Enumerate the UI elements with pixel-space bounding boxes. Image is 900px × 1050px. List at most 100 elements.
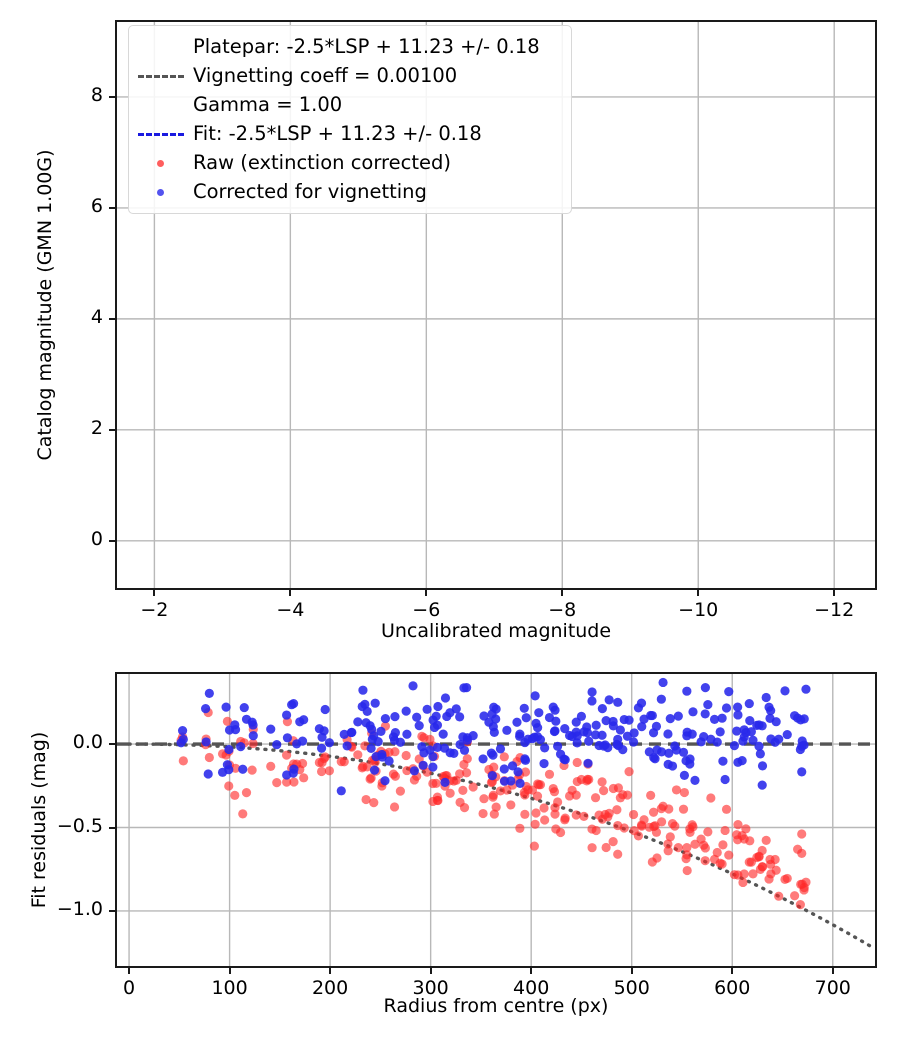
bottom-data-point-corrected bbox=[706, 734, 716, 744]
bottom-data-point-raw bbox=[754, 851, 764, 861]
bottom-data-point-raw bbox=[357, 763, 367, 773]
bottom-data-point-corrected bbox=[636, 698, 647, 708]
bottom-data-point-raw bbox=[679, 787, 690, 798]
bottom-data-point-corrected bbox=[724, 687, 734, 697]
bottom-x-tickmark bbox=[429, 968, 432, 974]
bottom-data-point-raw bbox=[455, 769, 465, 779]
bottom-data-point-corrected bbox=[663, 729, 673, 739]
bottom-data-point-corrected bbox=[603, 743, 613, 753]
bottom-data-point-corrected bbox=[615, 725, 625, 735]
bottom-data-point-raw bbox=[670, 821, 680, 831]
bottom-data-point-raw bbox=[671, 785, 682, 795]
bottom-data-point-corrected bbox=[390, 712, 400, 722]
bottom-data-point-corrected bbox=[529, 732, 539, 742]
bottom-data-point-raw bbox=[520, 790, 530, 800]
bottom-data-point-corrected bbox=[239, 702, 249, 713]
bottom-data-point-corrected bbox=[515, 778, 525, 789]
bottom-data-point-corrected bbox=[755, 749, 765, 759]
bottom-data-point-corrected bbox=[597, 704, 607, 714]
bottom-data-point-corrected bbox=[177, 726, 188, 736]
bottom-data-point-corrected bbox=[440, 777, 450, 787]
bottom-data-point-corrected bbox=[412, 712, 422, 722]
bottom-data-point-corrected bbox=[658, 677, 668, 688]
bottom-data-point-corrected bbox=[366, 743, 376, 753]
top-x-tick-label: −6 bbox=[412, 599, 441, 621]
bottom-data-point-corrected bbox=[766, 706, 776, 716]
bottom-data-point-corrected bbox=[395, 737, 405, 747]
bottom-data-point-corrected bbox=[544, 712, 555, 723]
bottom-data-point-raw bbox=[204, 752, 214, 763]
bottom-data-point-raw bbox=[488, 790, 498, 800]
bottom-data-point-corrected bbox=[486, 748, 497, 758]
bottom-data-point-raw bbox=[628, 809, 639, 820]
bottom-data-point-corrected bbox=[272, 740, 282, 750]
bottom-data-point-corrected bbox=[572, 738, 582, 748]
bottom-data-point-raw bbox=[733, 820, 743, 830]
bottom-data-point-corrected bbox=[491, 714, 501, 724]
bottom-data-point-corrected bbox=[665, 714, 675, 724]
bottom-data-point-corrected bbox=[432, 742, 443, 752]
bottom-data-point-corrected bbox=[358, 685, 368, 695]
bottom-data-point-raw bbox=[548, 783, 558, 794]
bottom-data-point-raw bbox=[685, 827, 695, 837]
bottom-data-point-corrected bbox=[316, 743, 327, 753]
bottom-data-point-raw bbox=[656, 804, 666, 814]
bottom-data-point-raw bbox=[458, 785, 468, 795]
bottom-data-point-corrected bbox=[365, 721, 375, 731]
bottom-data-point-raw bbox=[478, 808, 488, 819]
bottom-data-point-raw bbox=[238, 809, 248, 819]
bottom-data-point-raw bbox=[353, 750, 363, 760]
bottom-data-point-corrected bbox=[801, 684, 811, 694]
bottom-data-point-corrected bbox=[679, 770, 690, 780]
bottom-data-point-raw bbox=[797, 848, 807, 858]
bottom-data-point-corrected bbox=[799, 714, 809, 724]
bottom-data-point-corrected bbox=[757, 780, 767, 790]
bottom-data-point-raw bbox=[540, 815, 550, 825]
bottom-x-tickmark bbox=[329, 968, 332, 974]
bottom-y-axis-label: Fit residuals (mag) bbox=[28, 731, 50, 909]
bottom-data-point-corrected bbox=[761, 692, 771, 703]
bottom-data-point-raw bbox=[745, 836, 755, 846]
bottom-data-point-raw bbox=[590, 793, 601, 803]
bottom-data-point-raw bbox=[597, 777, 607, 787]
bottom-data-point-raw bbox=[657, 817, 667, 827]
bottom-data-point-corrected bbox=[238, 764, 248, 774]
bottom-data-point-corrected bbox=[797, 767, 807, 777]
bottom-data-point-corrected bbox=[737, 756, 747, 766]
bottom-x-tick-label: 100 bbox=[211, 977, 248, 999]
bottom-x-axis-label: Radius from centre (px) bbox=[383, 995, 609, 1017]
bottom-data-point-corrected bbox=[584, 736, 594, 746]
top-x-tickmark bbox=[289, 590, 292, 596]
legend-entry: Raw (extinction corrected) bbox=[138, 148, 562, 177]
top-x-tick-label: −8 bbox=[548, 599, 577, 621]
bottom-data-point-raw bbox=[486, 777, 497, 788]
bottom-data-point-corrected bbox=[608, 721, 618, 731]
bottom-data-point-raw bbox=[757, 862, 767, 872]
bottom-data-point-corrected bbox=[499, 776, 510, 786]
bottom-data-point-raw bbox=[401, 750, 411, 761]
bottom-data-point-raw bbox=[247, 765, 257, 775]
bottom-data-point-raw bbox=[765, 854, 775, 865]
bottom-data-point-corrected bbox=[656, 694, 666, 704]
bottom-data-point-raw bbox=[395, 786, 405, 796]
bottom-data-point-raw bbox=[712, 847, 722, 858]
bottom-data-point-raw bbox=[314, 757, 324, 768]
bottom-data-point-raw bbox=[468, 782, 478, 792]
bottom-data-point-raw bbox=[572, 776, 582, 787]
bottom-data-point-raw bbox=[613, 849, 623, 859]
bottom-data-point-raw bbox=[324, 766, 334, 776]
bottom-data-point-raw bbox=[738, 877, 748, 888]
bottom-data-point-raw bbox=[506, 800, 516, 810]
bottom-data-point-raw bbox=[579, 811, 589, 821]
bottom-data-point-corrected bbox=[428, 762, 438, 772]
bottom-data-point-raw bbox=[531, 808, 541, 818]
bottom-data-point-corrected bbox=[402, 729, 412, 739]
top-y-tick-label: 2 bbox=[90, 416, 103, 439]
bottom-data-point-raw bbox=[567, 785, 577, 795]
legend-entry: Fit: -2.5*LSP + 11.23 +/- 0.18 bbox=[138, 119, 562, 148]
bottom-data-point-corrected bbox=[629, 728, 639, 738]
bottom-data-point-corrected bbox=[390, 728, 400, 738]
bottom-data-point-corrected bbox=[664, 748, 674, 758]
legend-handle-empty bbox=[138, 37, 184, 57]
bottom-data-point-corrected bbox=[678, 747, 689, 757]
